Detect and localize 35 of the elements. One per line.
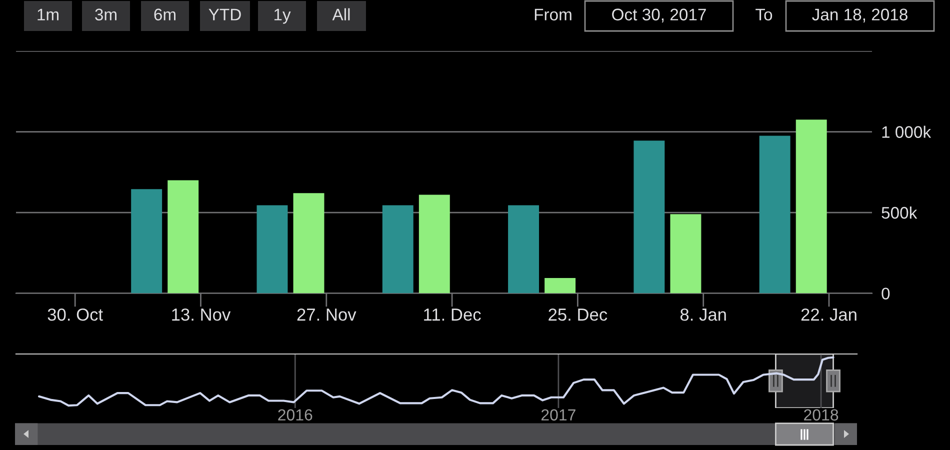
x-tick-label: 27. Nov bbox=[297, 308, 356, 321]
bar bbox=[634, 140, 665, 294]
text: Jan 18, 2018 bbox=[812, 8, 908, 22]
x-tick-label: 2017 bbox=[541, 409, 576, 421]
bar bbox=[544, 278, 576, 294]
y-tick-label: 500k bbox=[882, 206, 918, 219]
text: 6m bbox=[154, 8, 176, 20]
bar bbox=[508, 205, 540, 294]
text: 1y bbox=[274, 8, 291, 24]
bar bbox=[131, 189, 162, 294]
text: Oct 30, 2017 bbox=[612, 8, 706, 22]
bar bbox=[796, 120, 827, 294]
x-tick-label: 2016 bbox=[278, 409, 312, 421]
bar bbox=[382, 205, 414, 294]
bar bbox=[670, 214, 702, 294]
text: From bbox=[534, 8, 572, 20]
text: All bbox=[332, 8, 350, 20]
bar bbox=[293, 193, 324, 294]
bar bbox=[256, 205, 288, 294]
y-tick-label: 1 000k bbox=[882, 126, 932, 138]
bar bbox=[168, 180, 199, 294]
bar bbox=[418, 194, 450, 294]
text: To bbox=[756, 8, 772, 20]
x-tick-label: 30. Oct bbox=[48, 308, 103, 321]
x-tick-label: 8. Jan bbox=[680, 308, 726, 321]
x-tick-label: 22. Jan bbox=[801, 308, 856, 321]
x-tick-label: 25. Dec bbox=[548, 308, 608, 321]
y-tick-label: 0 bbox=[882, 288, 890, 300]
text: 1m bbox=[38, 8, 58, 20]
text: YTD bbox=[208, 8, 241, 20]
x-tick-label: 11. Dec bbox=[424, 308, 481, 321]
x-tick-label: 13. Nov bbox=[172, 308, 231, 321]
bar bbox=[759, 136, 790, 294]
x-tick-label: 2018 bbox=[804, 409, 838, 421]
text: 3m bbox=[95, 8, 116, 20]
